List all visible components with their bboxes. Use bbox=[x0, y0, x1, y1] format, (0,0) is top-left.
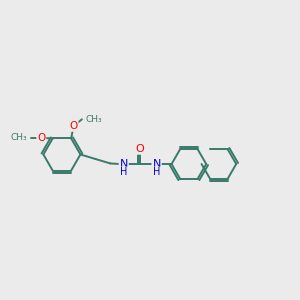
Text: H: H bbox=[153, 167, 160, 177]
Text: O: O bbox=[69, 121, 78, 131]
Text: O: O bbox=[37, 133, 45, 143]
Text: N: N bbox=[152, 159, 161, 169]
Text: CH₃: CH₃ bbox=[85, 115, 102, 124]
Text: O: O bbox=[136, 144, 145, 154]
Text: N: N bbox=[119, 159, 128, 169]
Text: CH₃: CH₃ bbox=[10, 133, 27, 142]
Text: H: H bbox=[120, 167, 127, 177]
